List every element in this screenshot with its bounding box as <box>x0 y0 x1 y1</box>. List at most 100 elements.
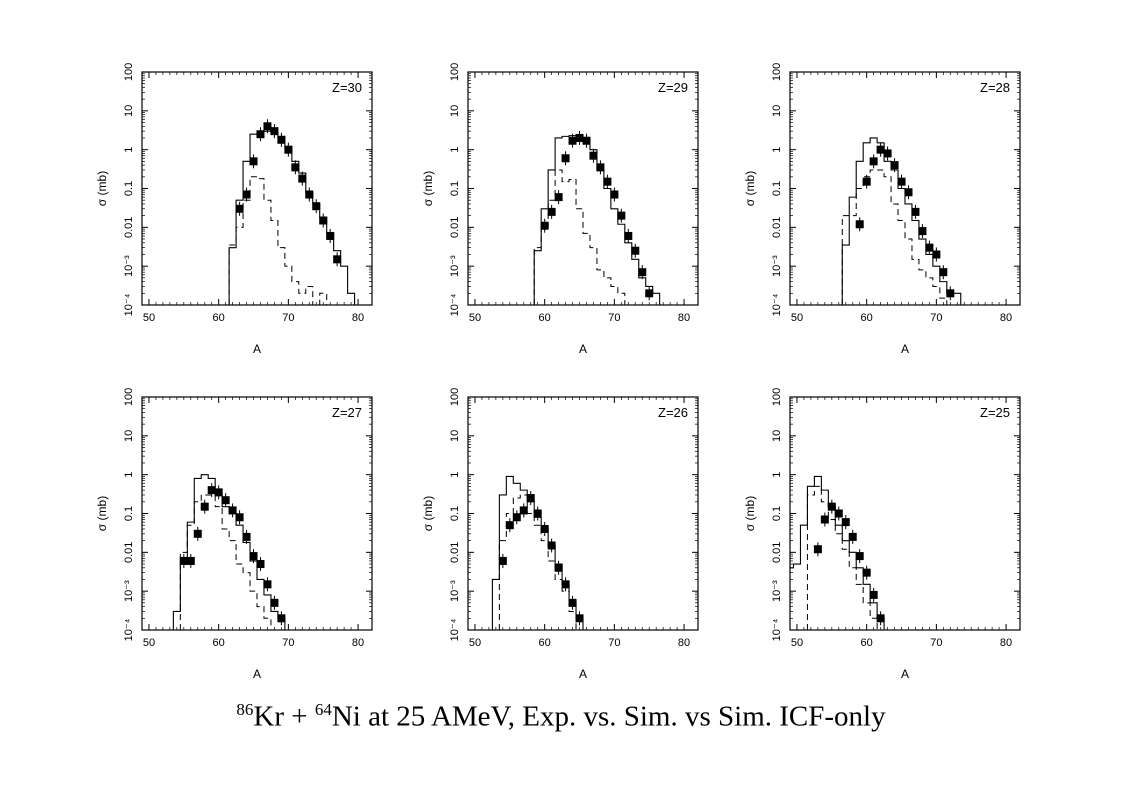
experiment-point <box>561 580 570 589</box>
panel-z-26: 10⁻⁴ 10⁻³ 0.01 0.1 1 10 100 50 60 70 80 σ (mb) A Z=26 <box>421 388 699 681</box>
experiment-point <box>312 202 321 211</box>
experiment-point <box>855 552 864 561</box>
experiment-point <box>200 502 209 511</box>
y-tick-label: 10 <box>449 430 461 442</box>
experiment-point <box>505 521 514 530</box>
experiment-point <box>193 529 202 538</box>
caption-rest: Ni at 25 AMeV, Exp. vs. Sim. vs Sim. ICF… <box>331 700 886 733</box>
plot-frame <box>467 396 699 631</box>
y-tick-label: 100 <box>449 388 461 406</box>
kr-text: Kr + <box>253 700 315 733</box>
y-tick-label: 100 <box>123 388 135 406</box>
y-axis-label: σ (mb) <box>421 496 435 531</box>
experiment-point <box>631 246 640 255</box>
ni-mass-number: 64 <box>314 700 332 719</box>
x-tick-label: 70 <box>282 637 294 649</box>
x-tick-label: 70 <box>282 312 294 324</box>
y-tick-label: 100 <box>123 63 135 81</box>
experiment-point <box>284 145 293 154</box>
experiment-point <box>270 598 279 607</box>
x-tick-label: 50 <box>143 312 155 324</box>
simulation-histogram <box>485 475 590 630</box>
kr-mass-number: 86 <box>236 700 254 719</box>
y-tick-label: 10⁻³ <box>123 580 135 602</box>
y-tick-label: 0.01 <box>771 542 783 563</box>
y-tick-label: 0.01 <box>123 542 135 563</box>
panel-z-27: 10⁻⁴ 10⁻³ 0.01 0.1 1 10 100 50 60 70 80 σ (mb) A Z=27 <box>95 388 373 681</box>
experiment-point <box>834 509 843 518</box>
experiment-point <box>827 502 836 511</box>
y-axis-label: σ (mb) <box>743 496 757 531</box>
y-tick-label: 0.1 <box>449 506 461 521</box>
experiment-point <box>533 509 542 518</box>
experiment-point <box>897 177 906 186</box>
experiment-point <box>228 506 237 515</box>
experiment-point <box>939 268 948 277</box>
x-tick-label: 60 <box>539 637 551 649</box>
icf-histogram <box>179 494 278 630</box>
experiment-point <box>554 193 563 202</box>
x-tick-label: 60 <box>861 637 873 649</box>
y-axis-label: σ (mb) <box>421 171 435 206</box>
y-tick-label: 0.1 <box>449 181 461 196</box>
x-axis-label: A <box>579 667 587 681</box>
x-tick-label: 50 <box>791 637 803 649</box>
experiment-point <box>925 243 934 252</box>
x-tick-label: 70 <box>608 637 620 649</box>
y-tick-label: 10 <box>449 105 461 117</box>
y-tick-label: 10⁻³ <box>771 255 783 277</box>
experiment-point <box>256 130 265 139</box>
experiment-point <box>918 227 927 236</box>
experiment-point <box>186 556 195 565</box>
panel-title: Z=28 <box>980 80 1010 95</box>
plot-frame <box>141 71 373 306</box>
experiment-point <box>305 190 314 199</box>
panel-z-28: 10⁻⁴ 10⁻³ 0.01 0.1 1 10 100 50 60 70 80 σ (mb) A Z=28 <box>743 63 1021 356</box>
x-tick-label: 70 <box>930 312 942 324</box>
experiment-point <box>904 188 913 197</box>
experiment-point <box>256 560 265 569</box>
experiment-point <box>638 268 647 277</box>
experiment-point <box>890 161 899 170</box>
experiment-point <box>207 486 216 495</box>
y-tick-label: 0.01 <box>123 217 135 238</box>
experiment-point <box>820 515 829 524</box>
experiment-point <box>298 174 307 183</box>
experiment-point <box>617 211 626 220</box>
panel-title: Z=27 <box>332 405 362 420</box>
y-tick-label: 1 <box>123 472 135 478</box>
experiment-point <box>596 163 605 172</box>
experiment-point <box>291 163 300 172</box>
experiment-point <box>249 552 258 561</box>
experiment-point <box>876 614 885 623</box>
y-tick-label: 10⁻⁴ <box>771 618 783 641</box>
x-axis-label: A <box>579 342 587 356</box>
icf-histogram <box>806 485 885 630</box>
experiment-point <box>512 513 521 522</box>
y-tick-label: 1 <box>449 472 461 478</box>
x-tick-label: 80 <box>352 312 364 324</box>
y-axis-label: σ (mb) <box>95 171 109 206</box>
x-tick-label: 80 <box>352 637 364 649</box>
experiment-point <box>589 151 598 160</box>
x-tick-label: 80 <box>678 637 690 649</box>
y-tick-label: 10 <box>123 430 135 442</box>
y-tick-label: 10⁻³ <box>449 255 461 277</box>
experiment-point <box>575 614 584 623</box>
experiment-point <box>862 568 871 577</box>
x-axis-label: A <box>253 667 261 681</box>
x-tick-label: 50 <box>143 637 155 649</box>
experiment-point <box>242 190 251 199</box>
experiment-point <box>540 524 549 533</box>
experiment-point <box>277 614 286 623</box>
x-axis-label: A <box>253 342 261 356</box>
experiment-point <box>498 556 507 565</box>
experiment-point <box>333 255 342 264</box>
x-tick-label: 50 <box>469 312 481 324</box>
y-tick-label: 0.1 <box>771 181 783 196</box>
y-tick-label: 10 <box>771 430 783 442</box>
experiment-point <box>869 157 878 166</box>
x-tick-label: 60 <box>213 637 225 649</box>
experiment-point <box>946 289 955 298</box>
y-axis-label: σ (mb) <box>743 171 757 206</box>
